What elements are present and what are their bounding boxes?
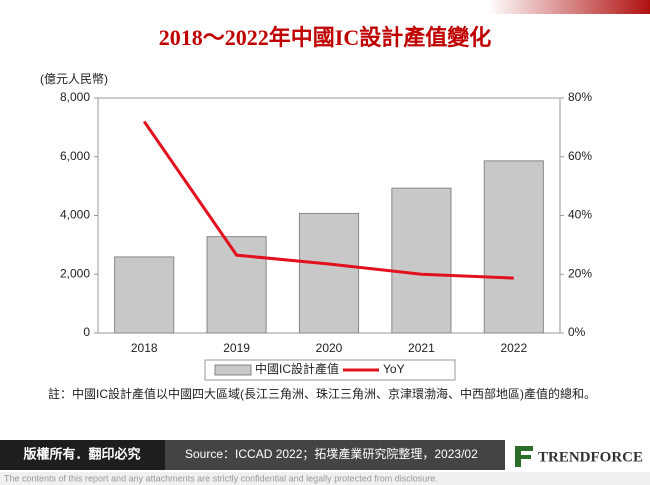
bar xyxy=(483,160,544,334)
y2-tick-label: 20% xyxy=(568,266,592,280)
note: 註：中國IC設計產值以中國四大區域(長江三角洲、珠江三角洲、京津環渤海、中西部地… xyxy=(48,387,596,401)
disclaimer-band xyxy=(0,472,650,485)
y2-tick-label: 0% xyxy=(568,325,586,339)
legend-label: YoY xyxy=(383,362,405,376)
y2-tick-label: 60% xyxy=(568,149,592,163)
header-band xyxy=(0,0,650,14)
line xyxy=(142,120,514,280)
logo-icon xyxy=(515,446,533,467)
y-tick-label: 8,000 xyxy=(60,90,90,104)
footer-left xyxy=(0,440,165,470)
source: Source：ICCAD 2022；拓墣產業研究院整理，2023/02 xyxy=(185,446,478,461)
legend-swatch xyxy=(214,364,252,376)
bar xyxy=(114,256,175,334)
x-tick-label: 2019 xyxy=(223,341,250,355)
bar xyxy=(298,212,360,334)
disclaimer: The contents of this report and any atta… xyxy=(4,473,438,483)
chart-title: 2018～2022年中國IC設計產值變化 xyxy=(159,25,491,50)
x-tick-label: 2020 xyxy=(316,341,343,355)
y-tick-label: 4,000 xyxy=(60,208,90,222)
x-tick-label: 2021 xyxy=(408,341,435,355)
x-tick-label: 2022 xyxy=(500,341,527,355)
bar xyxy=(206,236,267,334)
legend-label: 中國IC設計產值 xyxy=(255,361,339,376)
y-tick-label: 2,000 xyxy=(60,266,90,280)
y-tick-label: 6,000 xyxy=(60,149,90,163)
y2-tick-label: 80% xyxy=(568,90,592,104)
copyright: 版權所有．翻印必究 xyxy=(23,446,140,461)
y2-tick-label: 40% xyxy=(568,208,592,222)
logo: TRENDFORCE xyxy=(538,449,643,465)
y-tick-label: 0 xyxy=(83,325,90,339)
x-tick-label: 2018 xyxy=(131,341,158,355)
y-axis-label: (億元人民幣) xyxy=(40,72,108,86)
bar xyxy=(391,187,452,334)
legend-box xyxy=(204,359,456,381)
footer-mid xyxy=(165,440,505,470)
